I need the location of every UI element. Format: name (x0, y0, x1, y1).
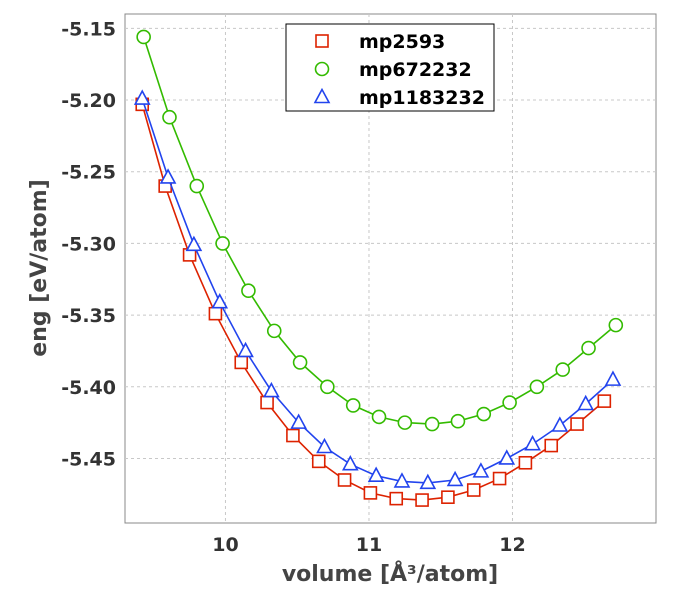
data-point (234, 355, 249, 370)
data-point (492, 471, 507, 486)
data-point (476, 406, 492, 422)
data-point (316, 437, 333, 454)
y-tick-label: -5.45 (61, 448, 116, 470)
data-point (518, 455, 533, 470)
data-point (544, 438, 559, 453)
data-point (241, 283, 256, 299)
data-point (424, 416, 440, 432)
data-point (441, 490, 455, 504)
data-point (570, 417, 584, 431)
x-axis-label: volume [Å³/atom] (282, 561, 498, 587)
data-point (185, 235, 203, 252)
data-point (498, 449, 516, 465)
data-point (502, 395, 517, 410)
y-tick-label: -5.30 (61, 233, 116, 255)
legend-item-mp672232: mp672232 (314, 59, 472, 81)
data-point (604, 370, 622, 386)
data-point (551, 416, 569, 432)
data-point (320, 379, 335, 395)
data-point (341, 455, 359, 471)
data-point (290, 413, 307, 429)
legend-label: mp1183232 (359, 87, 485, 109)
data-point (415, 493, 429, 507)
data-point (133, 89, 151, 105)
data-point (215, 236, 230, 251)
y-axis-label: eng [eV/atom] (27, 179, 52, 356)
data-point (581, 340, 596, 356)
data-point (211, 293, 229, 309)
ticks: 10 11 12 -5.45 -5.40 -5.35 -5.30 -5.25 -5.20 -5.1… (61, 18, 525, 556)
data-point (446, 470, 464, 487)
legend-marker (315, 34, 329, 48)
legend-label: mp2593 (359, 31, 445, 53)
data-point (345, 398, 361, 413)
data-point (529, 379, 545, 395)
x-tick-label: 10 (212, 534, 238, 556)
data-point (162, 109, 177, 125)
data-point (363, 486, 378, 500)
data-point (524, 434, 541, 451)
data-point (136, 29, 151, 45)
y-tick-label: -5.35 (61, 305, 116, 327)
legend-marker (313, 87, 331, 104)
data-point (367, 466, 385, 482)
data-point (466, 483, 481, 497)
y-tick-label: -5.15 (61, 18, 116, 40)
series-layer (133, 29, 624, 507)
y-tick-label: -5.40 (61, 377, 116, 399)
data-point (263, 381, 280, 398)
data-point (260, 395, 274, 410)
y-tick-label: -5.25 (61, 162, 116, 184)
data-point (286, 428, 300, 443)
data-point (397, 415, 413, 430)
data-point (189, 178, 205, 194)
data-point (208, 306, 223, 321)
data-point (450, 413, 466, 429)
data-point (337, 473, 352, 487)
data-point (419, 473, 437, 490)
legend-item-mp1183232: mp1183232 (313, 87, 485, 109)
data-point (292, 355, 308, 370)
data-point (159, 168, 177, 184)
data-point (577, 394, 595, 411)
legend-item-mp2593: mp2593 (315, 31, 445, 53)
data-point (472, 462, 490, 478)
legend-label: mp672232 (359, 59, 472, 81)
data-point (389, 491, 404, 506)
x-tick-label: 11 (356, 534, 382, 556)
data-point (597, 394, 612, 408)
legend-marker (314, 61, 330, 77)
data-point (393, 472, 411, 488)
y-tick-label: -5.20 (61, 90, 116, 112)
data-point (266, 323, 282, 339)
data-point (311, 454, 326, 469)
data-point (371, 409, 387, 425)
data-point (608, 317, 624, 333)
legend: mp2593 mp672232 mp1183232 (285, 23, 495, 112)
series-mp1183232 (133, 89, 622, 490)
series-mp672232 (136, 29, 624, 432)
data-point (237, 341, 254, 358)
x-tick-label: 12 (499, 534, 525, 556)
data-point (555, 362, 571, 377)
